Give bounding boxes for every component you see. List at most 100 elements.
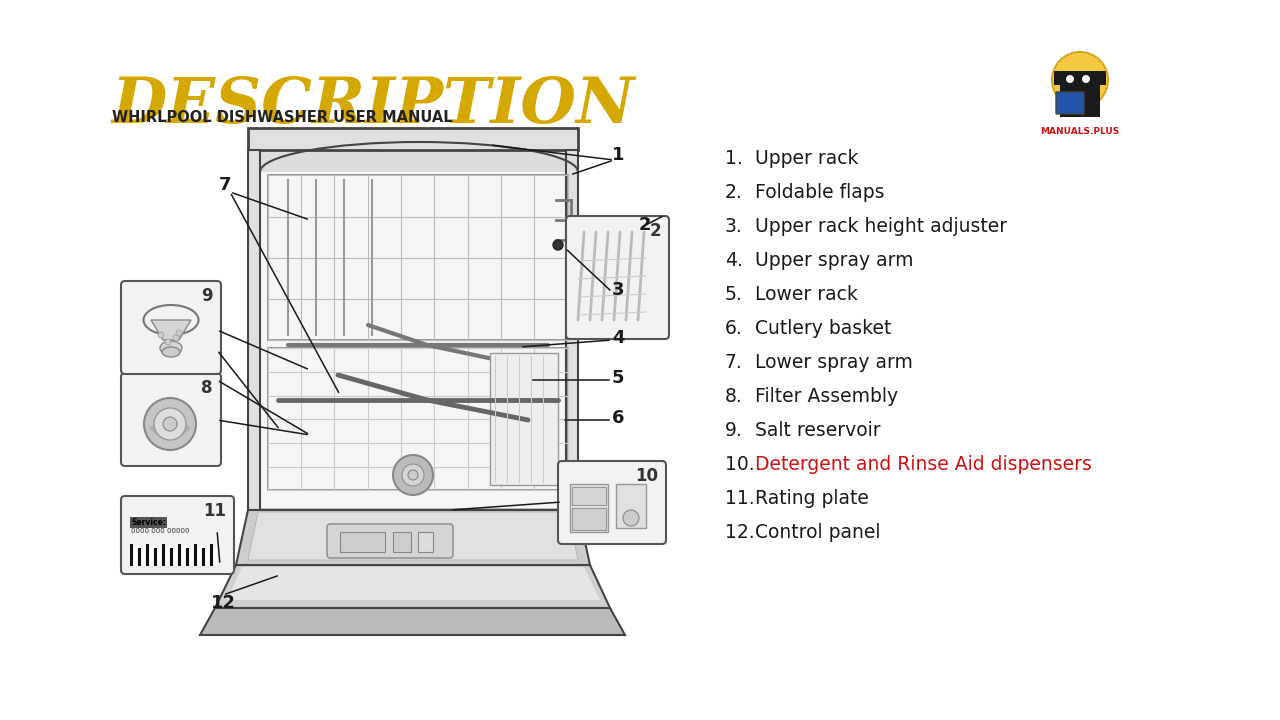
Bar bbox=[138, 548, 141, 566]
Text: Service:: Service: bbox=[131, 518, 166, 527]
Text: 3: 3 bbox=[612, 281, 625, 299]
Text: 6.: 6. bbox=[724, 318, 742, 338]
Text: 7: 7 bbox=[219, 176, 232, 194]
Text: 9: 9 bbox=[201, 287, 212, 305]
Text: 1: 1 bbox=[612, 146, 625, 164]
Text: 2: 2 bbox=[639, 216, 652, 234]
Text: 2: 2 bbox=[649, 222, 660, 240]
Text: 10.: 10. bbox=[724, 454, 755, 474]
Text: Upper rack: Upper rack bbox=[755, 148, 859, 168]
Bar bbox=[572, 508, 605, 530]
Polygon shape bbox=[200, 608, 625, 635]
Text: DESCRIPTION: DESCRIPTION bbox=[113, 75, 635, 137]
Bar bbox=[214, 548, 218, 566]
Circle shape bbox=[177, 330, 182, 336]
Text: 12: 12 bbox=[210, 594, 236, 612]
Text: 2.: 2. bbox=[724, 182, 742, 202]
Circle shape bbox=[157, 332, 164, 338]
Circle shape bbox=[154, 408, 186, 440]
Ellipse shape bbox=[163, 347, 180, 357]
Text: 3.: 3. bbox=[724, 217, 742, 235]
Bar bbox=[248, 150, 260, 510]
Bar bbox=[163, 544, 165, 566]
FancyBboxPatch shape bbox=[122, 496, 234, 574]
Circle shape bbox=[143, 398, 196, 450]
FancyBboxPatch shape bbox=[1056, 92, 1084, 114]
Polygon shape bbox=[248, 512, 579, 560]
Circle shape bbox=[402, 464, 424, 486]
Text: WHIRLPOOL DISHWASHER USER MANUAL: WHIRLPOOL DISHWASHER USER MANUAL bbox=[113, 110, 453, 125]
Bar bbox=[189, 548, 193, 566]
Text: Foldable flaps: Foldable flaps bbox=[755, 182, 884, 202]
Polygon shape bbox=[236, 510, 590, 565]
Text: Filter Assembly: Filter Assembly bbox=[755, 387, 899, 405]
Bar bbox=[142, 548, 145, 566]
Polygon shape bbox=[151, 320, 191, 340]
Text: Upper rack height adjuster: Upper rack height adjuster bbox=[755, 217, 1007, 235]
Text: Lower spray arm: Lower spray arm bbox=[755, 353, 913, 372]
Bar bbox=[340, 532, 385, 552]
Bar bbox=[195, 544, 197, 566]
Text: 11: 11 bbox=[204, 502, 227, 520]
Bar bbox=[248, 128, 579, 150]
Text: 7.: 7. bbox=[724, 353, 742, 372]
Polygon shape bbox=[227, 567, 600, 600]
Circle shape bbox=[553, 240, 563, 250]
Bar bbox=[616, 484, 646, 528]
Ellipse shape bbox=[160, 341, 182, 355]
FancyBboxPatch shape bbox=[558, 461, 666, 544]
Circle shape bbox=[165, 339, 172, 345]
Bar bbox=[490, 353, 558, 485]
Bar bbox=[268, 348, 568, 490]
Text: 11.: 11. bbox=[724, 488, 755, 508]
Text: 6: 6 bbox=[612, 409, 625, 427]
Bar bbox=[170, 548, 173, 566]
Text: 5: 5 bbox=[612, 369, 625, 387]
Bar bbox=[566, 150, 579, 510]
Bar bbox=[260, 150, 579, 508]
Bar bbox=[198, 548, 201, 566]
Circle shape bbox=[408, 470, 419, 480]
FancyBboxPatch shape bbox=[326, 524, 453, 558]
Bar bbox=[146, 544, 148, 566]
Bar bbox=[1053, 71, 1106, 85]
Text: MANUALS.PLUS: MANUALS.PLUS bbox=[1041, 127, 1120, 136]
Bar bbox=[150, 548, 154, 566]
Circle shape bbox=[623, 510, 639, 526]
Bar bbox=[570, 484, 608, 532]
Text: 8: 8 bbox=[201, 379, 212, 397]
Bar bbox=[174, 548, 177, 566]
Text: 4: 4 bbox=[612, 329, 625, 347]
Circle shape bbox=[1052, 52, 1108, 108]
Text: Upper spray arm: Upper spray arm bbox=[755, 251, 914, 269]
Text: 5.: 5. bbox=[724, 284, 742, 304]
Bar bbox=[206, 548, 209, 566]
Polygon shape bbox=[215, 565, 611, 608]
Bar bbox=[182, 548, 186, 566]
Text: Control panel: Control panel bbox=[755, 523, 881, 541]
Circle shape bbox=[393, 455, 433, 495]
Bar bbox=[134, 548, 137, 566]
Bar bbox=[131, 544, 133, 566]
Text: Detergent and Rinse Aid dispensers: Detergent and Rinse Aid dispensers bbox=[755, 454, 1092, 474]
Text: Cutlery basket: Cutlery basket bbox=[755, 318, 891, 338]
Text: 4.: 4. bbox=[724, 251, 742, 269]
Text: 9.: 9. bbox=[724, 420, 742, 439]
Text: 1.: 1. bbox=[724, 148, 742, 168]
Bar bbox=[186, 548, 189, 566]
Circle shape bbox=[1066, 75, 1074, 83]
Text: 12.: 12. bbox=[724, 523, 755, 541]
Bar bbox=[572, 487, 605, 505]
Text: Salt reservoir: Salt reservoir bbox=[755, 420, 881, 439]
Bar bbox=[260, 172, 579, 508]
Bar bbox=[202, 548, 205, 566]
FancyBboxPatch shape bbox=[566, 216, 669, 339]
FancyBboxPatch shape bbox=[122, 373, 221, 466]
Bar bbox=[419, 532, 433, 552]
Bar bbox=[154, 548, 157, 566]
Text: Rating plate: Rating plate bbox=[755, 488, 869, 508]
FancyBboxPatch shape bbox=[122, 281, 221, 374]
Bar bbox=[1060, 84, 1100, 117]
Bar bbox=[166, 548, 169, 566]
Text: 10: 10 bbox=[635, 467, 658, 485]
